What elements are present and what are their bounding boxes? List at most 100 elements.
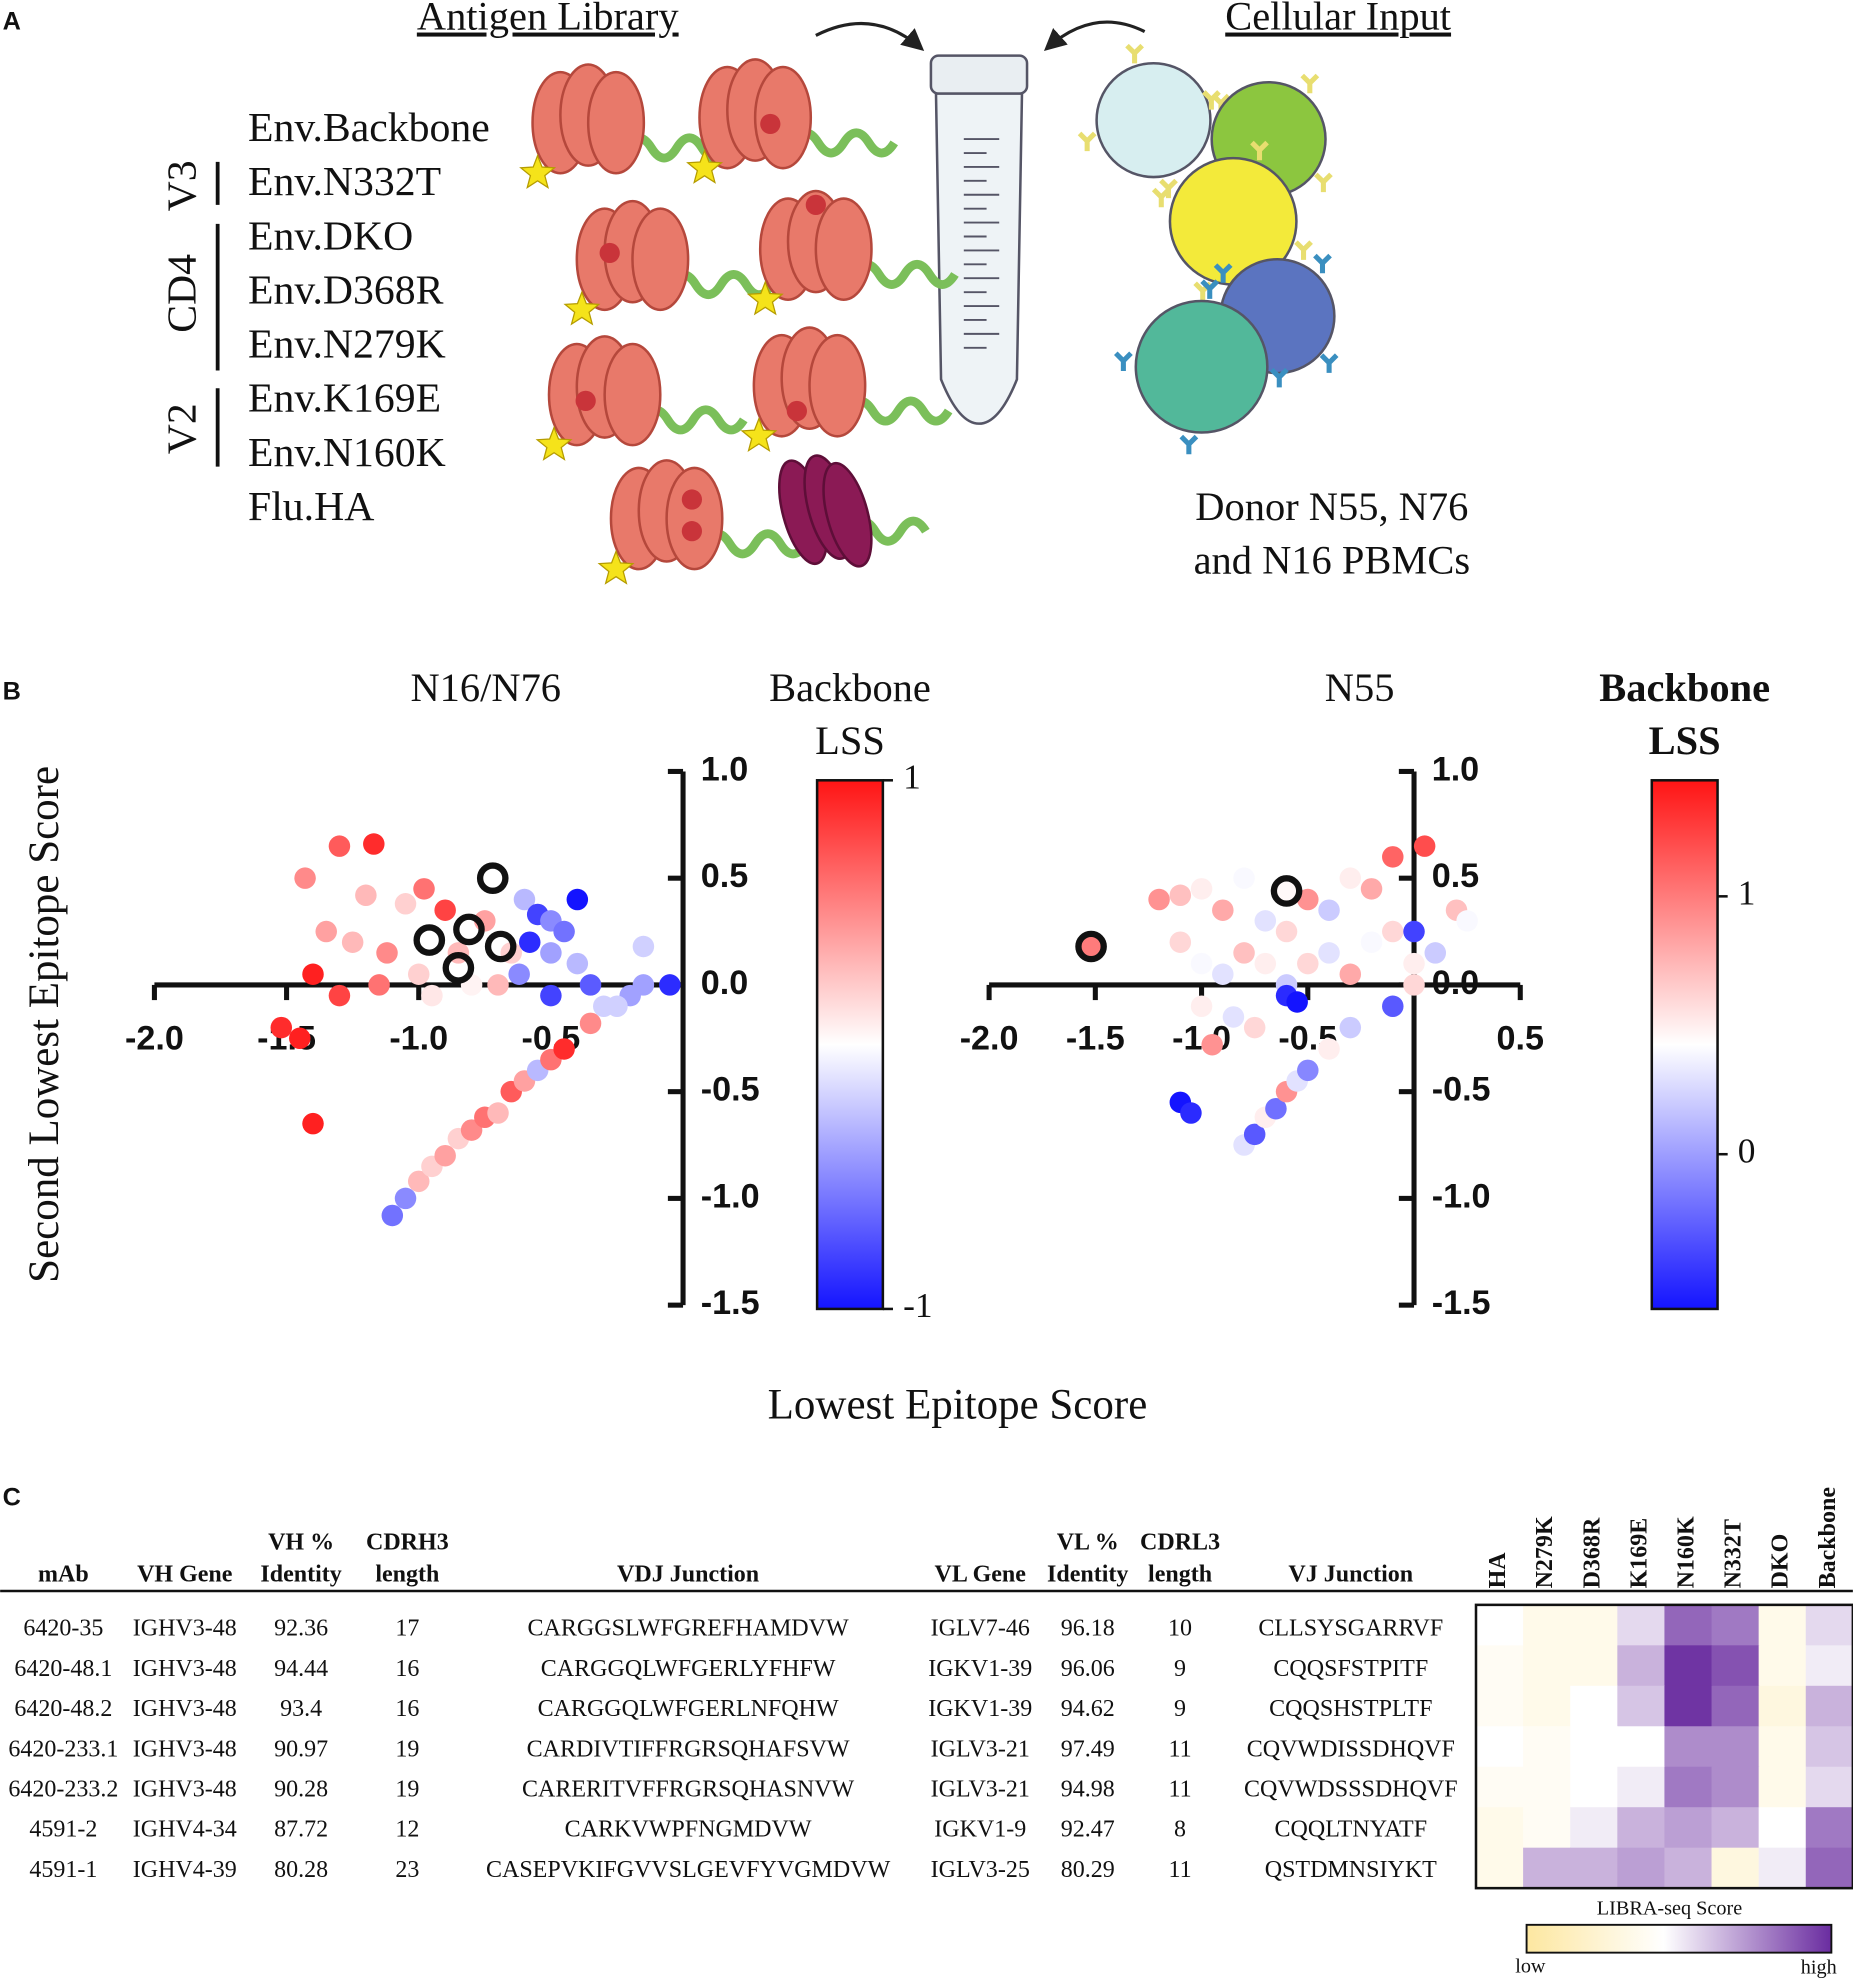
table-cell: 80.29	[1061, 1857, 1115, 1883]
heatmap-column-label: N160K	[1674, 1516, 1700, 1588]
heatmap-column-label: K169E	[1626, 1518, 1652, 1589]
column-header: VH Gene	[137, 1561, 233, 1587]
star	[740, 416, 778, 453]
point	[540, 942, 562, 964]
point	[1297, 1059, 1319, 1082]
point	[1318, 899, 1340, 921]
y-tick-label: -1.5	[1432, 1284, 1491, 1322]
panel-label: C	[3, 1483, 21, 1511]
x-tick-label: -2.0	[960, 1020, 1019, 1058]
star	[535, 425, 573, 461]
heatmap-cell	[1523, 1847, 1571, 1889]
receptor	[1114, 351, 1133, 371]
table-cell: CARGGQLWFGERLYFHFW	[541, 1656, 836, 1682]
heatmap-cell	[1805, 1645, 1853, 1687]
heatmap-cell	[1570, 1807, 1618, 1849]
receptor	[1314, 172, 1333, 193]
point	[328, 835, 351, 857]
receptor	[1269, 367, 1289, 388]
point	[1360, 931, 1383, 953]
trimer-lobe	[586, 70, 646, 175]
colorbar-tick-label: 1	[1738, 872, 1756, 912]
point	[328, 984, 351, 1007]
point	[1413, 835, 1436, 857]
heatmap-cell	[1523, 1604, 1571, 1646]
point	[407, 963, 430, 985]
point	[1169, 931, 1192, 953]
heatmap-cell	[1805, 1604, 1853, 1646]
column-header: CDRH3	[366, 1530, 449, 1556]
point	[1190, 952, 1213, 975]
table-cell: 6420-48.2	[14, 1696, 112, 1722]
receptor	[1151, 187, 1171, 208]
table-cell: CARGGQLWFGERLNFQHW	[538, 1696, 839, 1722]
table-cell: 9	[1174, 1696, 1186, 1722]
heatmap-cell	[1805, 1685, 1853, 1727]
point	[1403, 920, 1425, 943]
table-cell: 87.72	[274, 1817, 328, 1843]
x-tick-label: -2.0	[125, 1020, 184, 1058]
point	[1339, 1016, 1362, 1039]
column-header: length	[1148, 1561, 1212, 1587]
point	[434, 899, 456, 921]
table-cell: 9	[1174, 1656, 1186, 1682]
table-cell: 97.49	[1061, 1736, 1115, 1762]
arrow	[1043, 20, 1146, 52]
point	[1360, 878, 1383, 900]
heatmap-cell	[1711, 1807, 1760, 1849]
point	[302, 1112, 324, 1135]
point	[376, 942, 398, 964]
y-tick-label: -1.0	[1432, 1177, 1491, 1215]
colorbar-title: Backbone	[769, 665, 931, 710]
table-cell: IGLV7-46	[931, 1616, 1030, 1642]
table-cell: IGHV3-48	[133, 1696, 237, 1722]
squiggle	[700, 529, 810, 559]
y-tick-label: -1.0	[701, 1177, 760, 1215]
receptor	[1300, 73, 1320, 94]
highlight-point	[442, 952, 475, 984]
point	[1403, 974, 1425, 996]
table-cell: 94.98	[1061, 1777, 1115, 1803]
table-cell: 19	[395, 1736, 419, 1762]
heatmap-cell	[1570, 1847, 1618, 1889]
point	[513, 888, 536, 911]
table-cell: 10	[1168, 1616, 1192, 1642]
x-axis-label: Lowest Epitope Score	[768, 1382, 1148, 1429]
table-cell: 6420-233.1	[8, 1736, 118, 1762]
point	[487, 974, 509, 996]
table-cell: CQVWDISSDHQVF	[1247, 1736, 1455, 1762]
tube	[929, 54, 1029, 425]
y-tick-label: 1.0	[1432, 750, 1479, 788]
column-header: Identity	[1047, 1561, 1128, 1587]
column-header: VDJ Junction	[617, 1561, 759, 1587]
x-tick-label: -1.0	[1172, 1020, 1231, 1058]
table-cell: CARGGSLWFGREFHAMDVW	[528, 1616, 849, 1642]
highlight-point	[1075, 930, 1107, 963]
mutation-dot	[681, 489, 703, 510]
receptor	[1250, 140, 1269, 161]
column-header: mAb	[38, 1561, 89, 1587]
point	[606, 995, 628, 1018]
table-cell: 80.28	[274, 1857, 328, 1883]
table-cell: CQQSFSTPITF	[1273, 1656, 1428, 1682]
y-tick-label: 1.0	[701, 750, 748, 788]
trimer-lobe	[631, 207, 690, 312]
colorbar-tick-label: 1	[903, 756, 921, 796]
point	[579, 1012, 602, 1035]
antigen-label: Env.N160K	[248, 430, 446, 476]
point	[434, 1144, 456, 1167]
heatmap-cell	[1475, 1847, 1524, 1889]
point	[1222, 1006, 1245, 1028]
table-cell: IGHV3-48	[133, 1736, 237, 1762]
input-title: Cellular Input	[1225, 0, 1451, 39]
point	[553, 1038, 575, 1060]
heatmap-cell	[1475, 1726, 1524, 1768]
table-cell: CARERITVFFRGRSQHASNVW	[522, 1777, 855, 1803]
table-cell: IGLV3-25	[931, 1857, 1030, 1883]
table-cell: IGKV1-9	[934, 1817, 1026, 1843]
table-cell: 23	[395, 1857, 419, 1883]
heatmap-cell	[1570, 1766, 1618, 1808]
table-cell: IGHV3-48	[133, 1777, 237, 1803]
heatmap-cell	[1758, 1807, 1807, 1849]
point	[1339, 867, 1362, 889]
